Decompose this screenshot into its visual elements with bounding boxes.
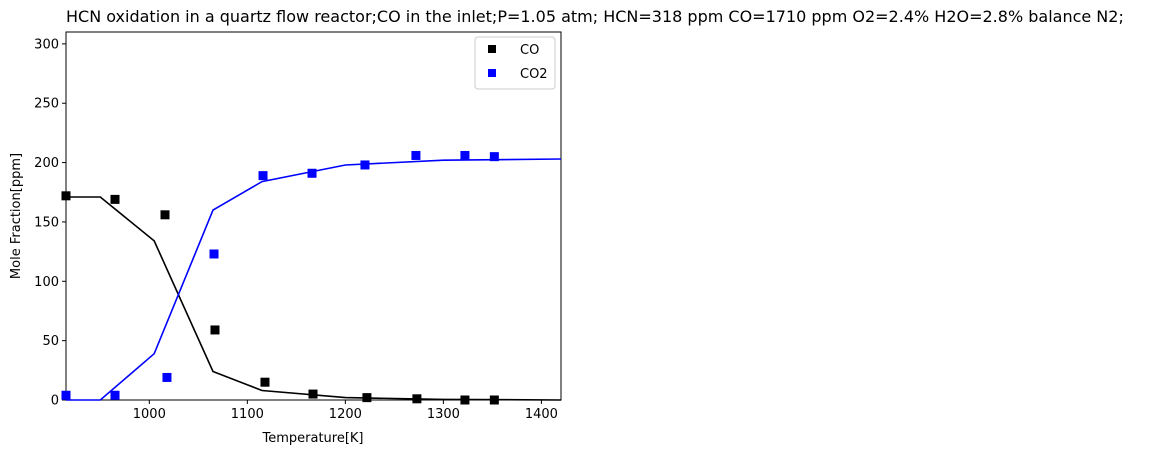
co-data-point [308,389,318,399]
series-lines [66,158,562,401]
y-axis: 0 50 100 150 200 250 300 [34,37,66,409]
y-tick-label: 0 [51,394,59,409]
y-tick-label: 50 [42,334,59,349]
co-data-point [362,393,372,403]
y-tick-label: 300 [34,37,59,52]
co2-data-point [209,249,219,259]
y-tick-label: 150 [34,215,59,230]
x-tick-label: 1400 [525,407,558,422]
series-markers [61,150,499,405]
co2-data-point [110,390,120,400]
co2-data-point [162,372,172,382]
legend-label-co: CO [520,43,539,58]
co-data-point [489,395,499,405]
legend-marker-co2 [488,69,496,77]
x-axis: 1000 1100 1200 1300 1400 [133,400,558,422]
y-tick-label: 250 [34,97,59,112]
x-tick-label: 1100 [231,407,264,422]
x-axis-label: Temperature[K] [261,431,363,446]
y-tick-label: 200 [34,156,59,171]
co-data-point [160,210,170,220]
plot-area-frame [65,31,562,401]
y-axis-label: Mole Fraction[ppm] [9,153,24,279]
x-tick-label: 1300 [427,407,460,422]
co-data-point [210,325,220,335]
legend-marker-co [488,45,496,53]
co2-data-point [489,152,499,162]
co2-data-point [258,171,268,181]
co2-data-point [411,150,421,160]
co2-data-point [360,160,370,170]
co-data-point [110,194,120,204]
co-data-point [412,394,422,404]
co-model-line [66,196,562,401]
co2-data-point [460,150,470,160]
chart-title: HCN oxidation in a quartz flow reactor;C… [66,7,1124,26]
legend: CO CO2 [474,36,556,90]
co-data-point [460,395,470,405]
co-data-point [61,191,71,201]
co2-data-point [61,390,71,400]
co2-model-line [66,158,562,401]
y-tick-label: 100 [34,275,59,290]
co2-data-point [307,168,317,178]
legend-label-co2: CO2 [520,67,548,82]
x-tick-label: 1200 [329,407,362,422]
x-tick-label: 1000 [133,407,166,422]
co-data-point [260,377,270,387]
